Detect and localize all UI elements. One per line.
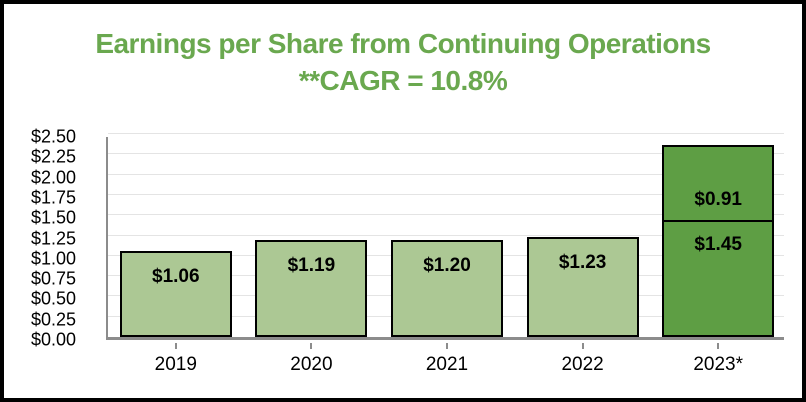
bar-value-label: $0.91 [694,188,742,210]
bar-segment: $1.20 [391,239,503,337]
chart-subtitle: **CAGR = 10.8% [298,65,508,96]
y-tick-label: $0.50 [30,288,76,309]
y-tick-label: $1.75 [30,187,76,208]
x-axis-tick [581,343,584,349]
gridline [108,173,784,175]
x-axis-tick [446,343,448,349]
bar-value-label: $1.23 [558,252,607,274]
x-axis-tick [310,343,313,349]
x-tick-label: 2023* [693,354,744,375]
y-tick-label: $2.50 [30,126,76,147]
bar-2019: $1.06 [119,134,232,337]
bar-2020: $1.19 [255,134,368,337]
y-tick-label: $2.00 [30,167,76,188]
gridline [108,234,784,236]
gridline [108,193,784,195]
y-tick-label: $1.25 [30,228,76,248]
y-tick-label: $0.25 [30,309,76,330]
y-tick-label: $2.25 [30,146,76,167]
gridline [108,133,784,134]
bar-segment: $1.23 [526,237,639,337]
x-axis-tick [174,343,177,349]
bar-segment: $0.91 [662,145,775,222]
y-tick-label: $1.50 [30,207,76,228]
x-tick-label: 2019 [154,354,197,375]
plot-area: $1.06 $1.19 $1.20 $1.23 $1.45 $0.91 [106,133,784,340]
bar-2022: $1.23 [526,134,639,337]
gridline [108,214,784,216]
y-tick-label: $0.00 [30,329,76,350]
bar-value-label: $1.19 [287,255,336,277]
chart-title-block: Earnings per Share from Continuing Opera… [4,25,802,99]
x-tick-label: 2021 [425,354,469,375]
y-tick-label: $1.00 [30,248,76,269]
bar-value-label: $1.20 [423,254,471,276]
y-tick-label: $0.75 [30,268,76,289]
bar-segment: $1.19 [255,240,368,337]
bar-segment: $1.06 [119,250,232,337]
bar-value-label: $1.06 [152,265,200,287]
x-tick-label: 2020 [290,354,333,375]
bar-value-label: $1.45 [694,234,742,256]
x-axis-tick [717,343,720,349]
x-tick-label: 2022 [561,354,604,375]
bar-2023: $1.45 $0.91 [662,134,775,337]
gridline [108,153,784,155]
bar-segment: $1.45 [662,219,775,337]
chart-title: Earnings per Share from Continuing Opera… [95,28,711,59]
bar-2021: $1.20 [391,134,503,337]
